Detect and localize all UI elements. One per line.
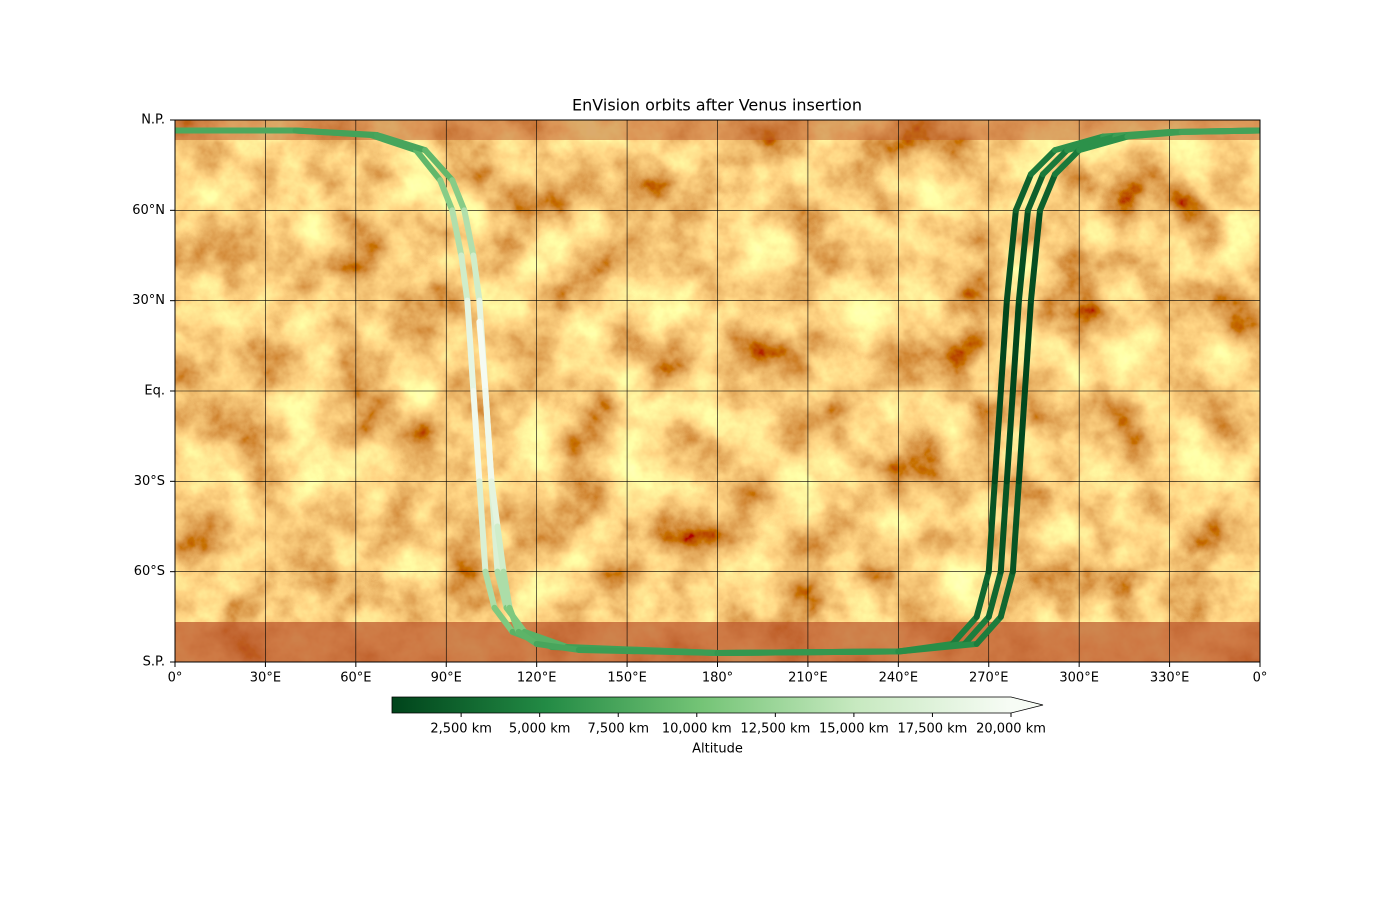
orbit-segment xyxy=(1027,207,1043,304)
x-tick-label: 210°E xyxy=(788,671,828,686)
orbit-segment xyxy=(1027,147,1059,178)
orbit-segment xyxy=(470,252,483,304)
orbit-segment xyxy=(373,132,429,154)
orbit-segment xyxy=(1003,388,1016,485)
orbit-segment xyxy=(449,207,465,259)
orbit-segment xyxy=(476,318,489,394)
orbit-segment xyxy=(491,604,516,635)
orbit-segment xyxy=(949,613,980,647)
x-tick-label: 270°E xyxy=(969,671,1009,686)
chart-title: EnVision orbits after Venus insertion xyxy=(572,96,862,115)
colorbar-extend xyxy=(1011,697,1043,713)
colorbar-tick-label: 10,000 km xyxy=(662,722,732,737)
orbit-segment xyxy=(985,568,1004,620)
orbit-segment xyxy=(973,568,992,620)
orbit-segment xyxy=(470,388,483,485)
x-tick-label: 120°E xyxy=(517,671,557,686)
orbit-segment xyxy=(1003,207,1019,304)
orbit-segment xyxy=(422,147,456,184)
y-tick-label: 60°N xyxy=(132,203,165,218)
orbit-segment xyxy=(482,568,498,611)
orbit-segment xyxy=(991,388,1004,485)
orbit-segment xyxy=(575,646,721,656)
x-tick-label: 30°E xyxy=(250,671,281,686)
orbit-segment xyxy=(437,177,456,214)
orbit-segment xyxy=(997,297,1010,394)
orbit-segment xyxy=(449,177,468,214)
orbit-segment xyxy=(1076,133,1131,154)
x-tick-label: 60°E xyxy=(340,671,371,686)
y-tick-label: 30°S xyxy=(134,474,165,489)
orbit-segment xyxy=(500,568,513,611)
orbit-segment xyxy=(1009,478,1022,575)
orbit-segment xyxy=(1178,127,1260,136)
colorbar-tick-label: 17,500 km xyxy=(898,722,968,737)
y-tick-label: Eq. xyxy=(144,384,165,399)
orbit-segment xyxy=(1064,133,1119,154)
orbit-segment xyxy=(488,478,501,530)
orbit-segment xyxy=(997,568,1016,620)
colorbar-tick-label: 12,500 km xyxy=(740,722,810,737)
colorbar-tick-label: 7,500 km xyxy=(587,722,649,737)
orbit-segment xyxy=(476,478,489,575)
orbit-segment xyxy=(985,478,998,575)
orbit-segment xyxy=(458,252,471,304)
orbit-segment xyxy=(464,297,477,394)
orbit-segment xyxy=(1024,171,1046,214)
orbit-segment xyxy=(482,388,495,485)
x-tick-label: 300°E xyxy=(1059,671,1099,686)
orbit-segment xyxy=(413,147,444,184)
orbit-segment xyxy=(494,568,510,611)
orbit-segment xyxy=(461,207,477,259)
orbit-segment xyxy=(1009,297,1022,394)
x-tick-label: 330°E xyxy=(1150,671,1190,686)
orbit-segment xyxy=(1040,147,1071,178)
y-tick-label: S.P. xyxy=(143,655,165,670)
orbit-segment xyxy=(494,523,507,575)
colorbar-tick-label: 5,000 km xyxy=(509,722,571,737)
orbit-segment xyxy=(292,127,380,139)
x-tick-label: 150°E xyxy=(607,671,647,686)
orbit-segment xyxy=(714,648,902,656)
colorbar-tick-label: 20,000 km xyxy=(976,722,1046,737)
orbit-segment xyxy=(895,640,980,655)
x-tick-label: 0° xyxy=(1253,671,1268,686)
orbit-segment xyxy=(973,613,1004,647)
colorbar-label: Altitude xyxy=(692,742,743,757)
orbit-segment xyxy=(1124,129,1185,140)
x-tick-label: 90°E xyxy=(431,671,462,686)
orbit-segment xyxy=(1012,171,1034,214)
orbit-segment xyxy=(1036,171,1059,214)
orbit-segment xyxy=(1052,133,1107,154)
orbit-segment xyxy=(533,640,582,653)
orbit-segment xyxy=(515,628,540,647)
x-tick-label: 0° xyxy=(168,671,183,686)
orbit-segment xyxy=(1015,207,1031,304)
colorbar-tick-label: 15,000 km xyxy=(819,722,889,737)
y-tick-label: 30°N xyxy=(132,293,165,308)
x-tick-label: 240°E xyxy=(879,671,919,686)
orbit-segment xyxy=(961,613,992,647)
orbit-segment xyxy=(1015,388,1028,485)
colorbar-tick-label: 2,500 km xyxy=(430,722,492,737)
y-tick-label: N.P. xyxy=(141,113,165,128)
orbit-segment xyxy=(1052,147,1083,178)
orbit-segment xyxy=(997,478,1010,575)
x-tick-label: 180° xyxy=(702,671,733,686)
y-tick-label: 60°S xyxy=(134,564,165,579)
colorbar-outline xyxy=(391,696,1044,714)
orbit-segment xyxy=(1021,297,1034,394)
colorbar-body xyxy=(392,697,1011,713)
orbit-segment xyxy=(506,604,522,635)
